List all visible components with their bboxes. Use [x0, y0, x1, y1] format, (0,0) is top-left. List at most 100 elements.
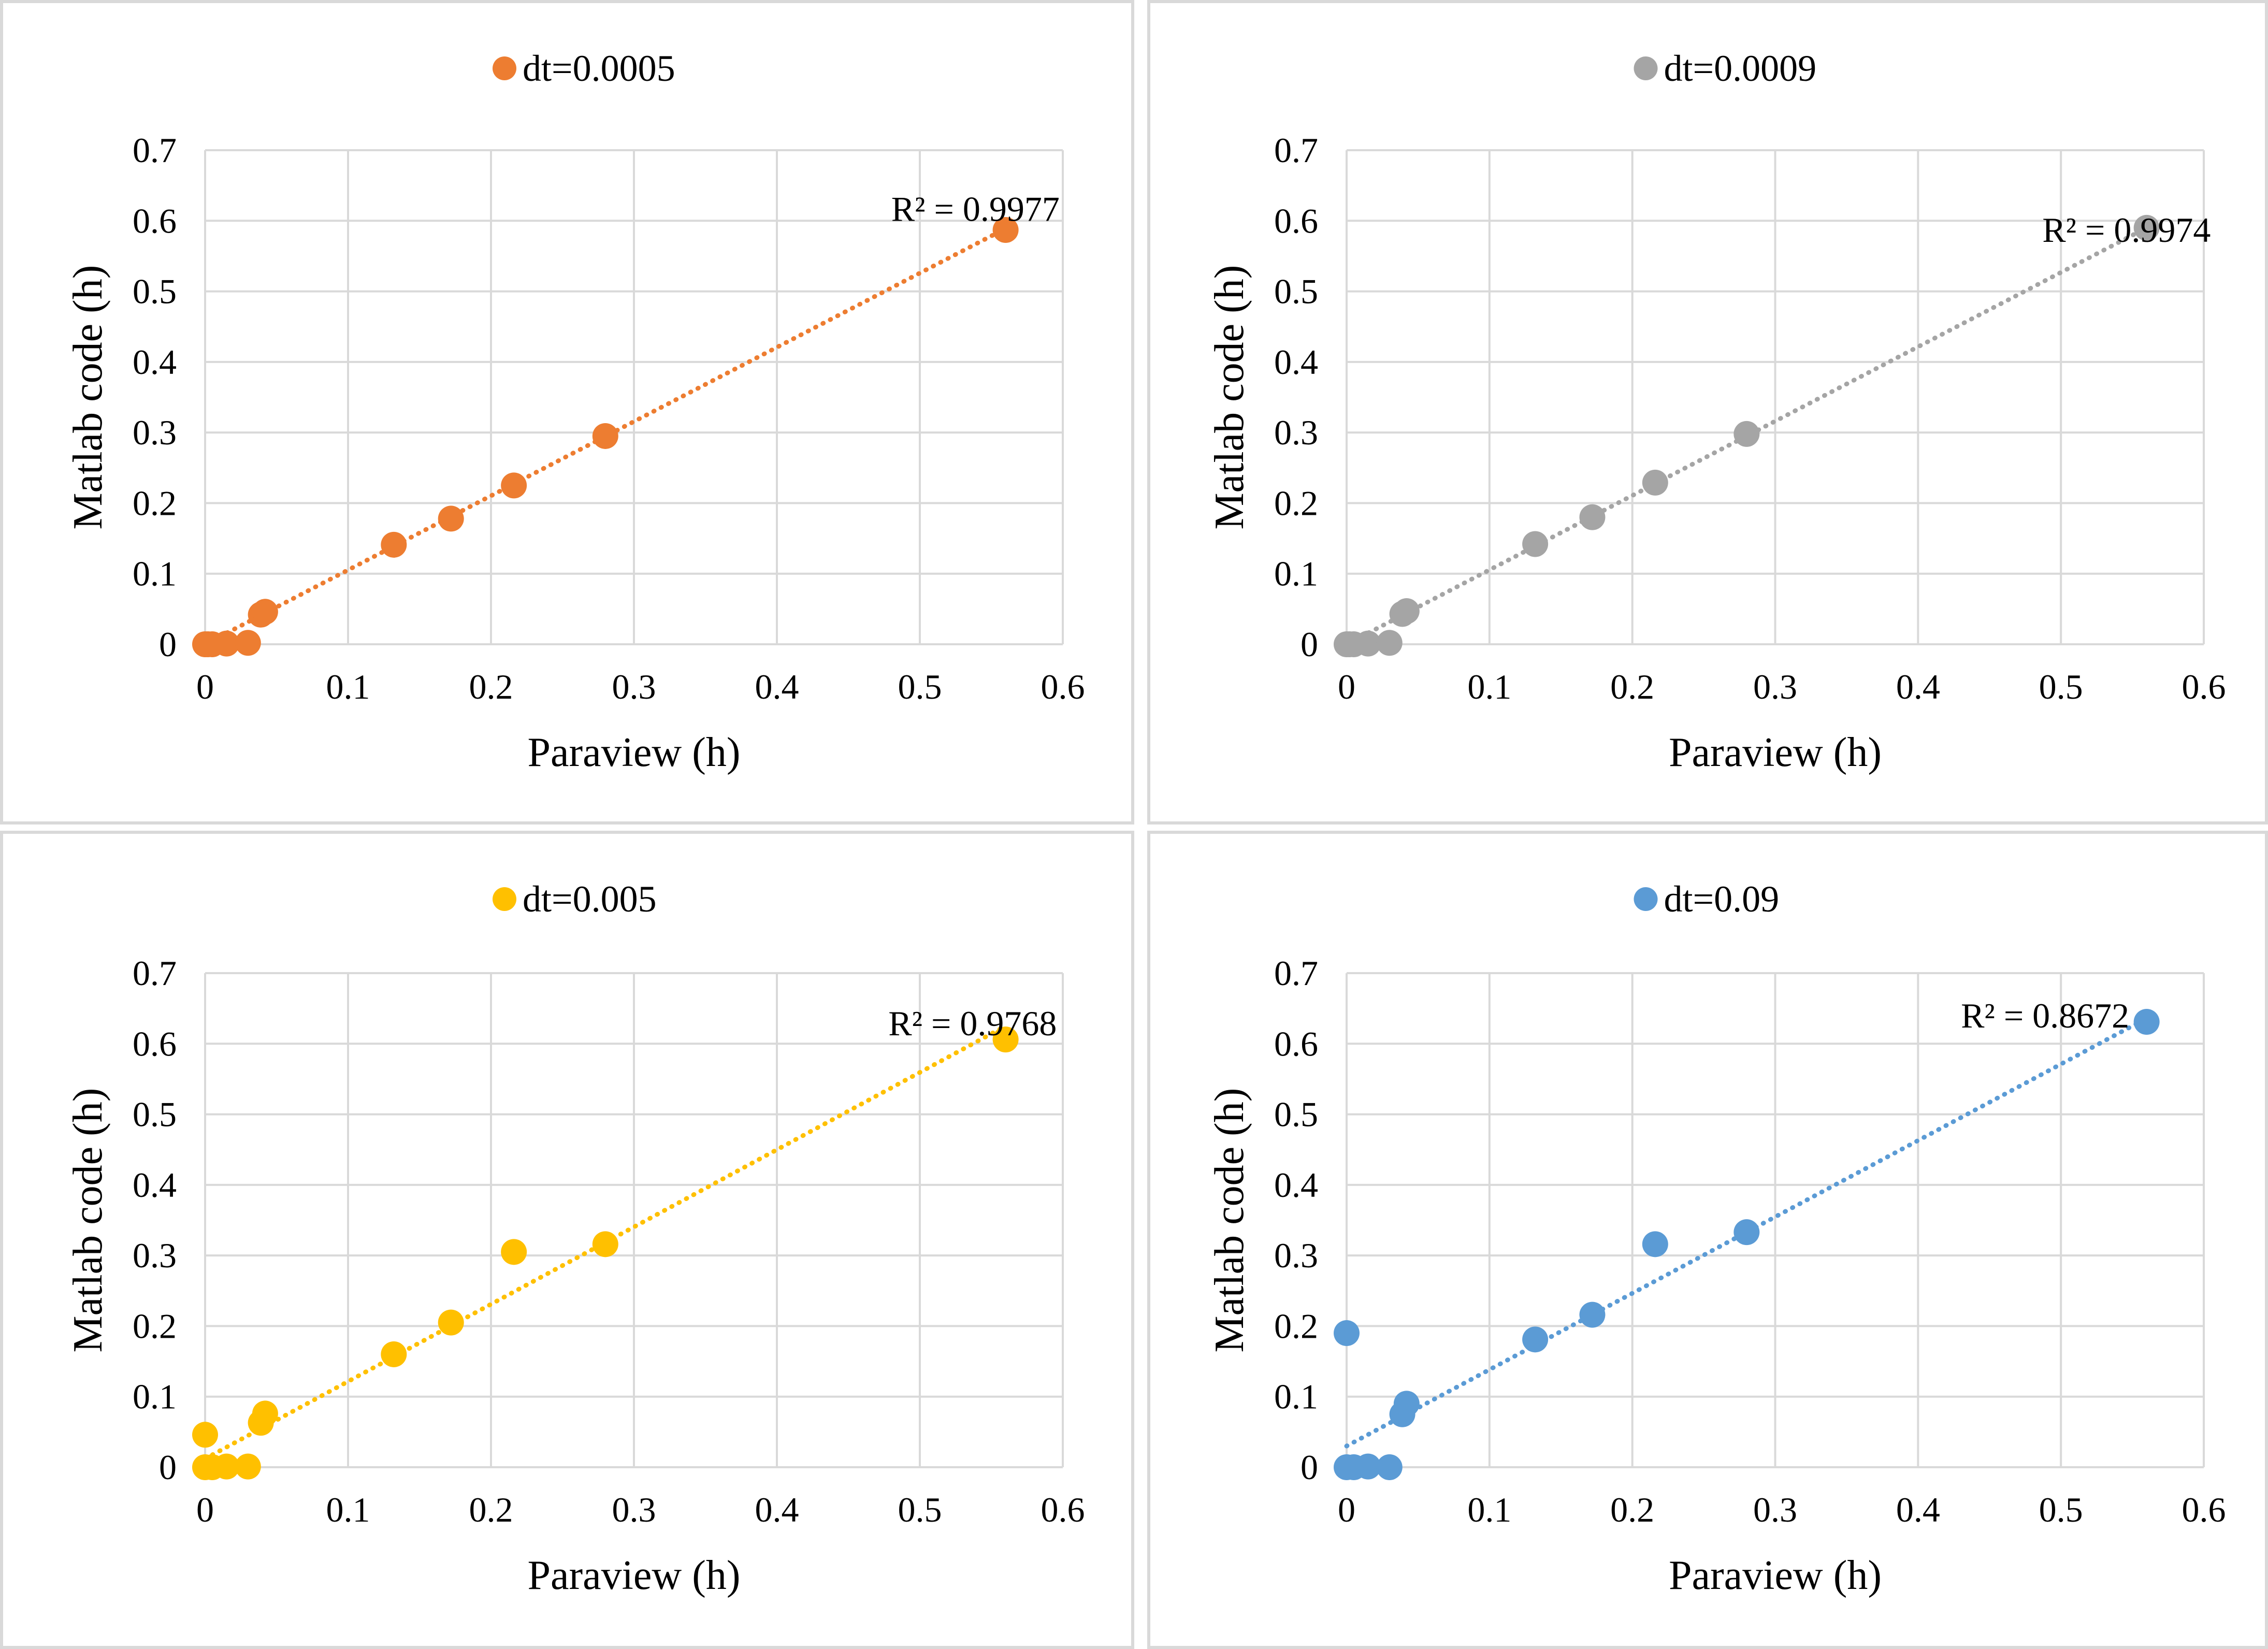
- x-tick-label: 0.5: [2039, 667, 2083, 706]
- chart-panel-4: 0 0.1 0.2 0.3 0.4 0.5 0.6 0 0.1 0.2 0.3 0.4 0.5 0.6 0.…: [1147, 831, 2268, 1649]
- x-tick-label: 0.6: [2182, 1490, 2226, 1529]
- data-point: [1642, 469, 1668, 496]
- y-tick-label: 0: [1301, 625, 1318, 664]
- x-tick-label: 0.4: [1896, 667, 1940, 706]
- legend-label: dt=0.0005: [523, 48, 675, 89]
- r-squared-label: R² = 0.9974: [2042, 210, 2211, 250]
- data-point: [1355, 1453, 1381, 1480]
- legend-marker-icon: [1634, 887, 1658, 911]
- x-tick-label: 0.6: [1041, 1490, 1085, 1529]
- y-axis-label: Matlab code (h): [1207, 1088, 1252, 1353]
- data-point: [1393, 598, 1420, 624]
- data-point: [438, 505, 464, 532]
- y-tick-label: 0: [1301, 1448, 1318, 1487]
- legend-marker-icon: [493, 887, 516, 911]
- data-point: [1522, 531, 1549, 557]
- x-tick-label: 0.2: [1610, 667, 1654, 706]
- y-tick-label: 0.5: [1274, 272, 1318, 311]
- y-tick-label: 0.5: [133, 272, 177, 311]
- y-tick-label: 0.3: [133, 1236, 177, 1275]
- y-tick-label: 0.6: [1274, 201, 1318, 240]
- data-point: [1642, 1231, 1668, 1257]
- y-tick-label: 0.4: [133, 342, 177, 382]
- y-tick-label: 0.2: [133, 483, 177, 523]
- y-tick-label: 0.2: [1274, 1306, 1318, 1346]
- y-tick-label: 0.6: [1274, 1024, 1318, 1063]
- y-tick-label: 0.3: [1274, 413, 1318, 452]
- y-tick-label: 0.3: [133, 413, 177, 452]
- legend-label: dt=0.09: [1664, 878, 1780, 920]
- data-point: [2133, 1009, 2160, 1035]
- x-tick-label: 0.3: [1753, 667, 1797, 706]
- x-axis-label: Paraview (h): [528, 1553, 741, 1598]
- x-tick-label: 0.2: [1610, 1490, 1654, 1529]
- y-tick-label: 0.1: [133, 554, 177, 594]
- x-tick-label: 0.4: [755, 667, 799, 706]
- y-tick-label: 0.7: [133, 953, 177, 993]
- data-point: [252, 1400, 278, 1427]
- y-axis-label: Matlab code (h): [65, 1088, 111, 1353]
- r-squared-label: R² = 0.8672: [1961, 996, 2129, 1035]
- trendline: [1344, 225, 2149, 647]
- y-tick-label: 0.6: [133, 1024, 177, 1063]
- trendline: [203, 226, 1008, 647]
- data-point: [992, 1026, 1019, 1053]
- data-point: [1355, 630, 1381, 657]
- x-tick-label: 0.5: [2039, 1490, 2083, 1529]
- x-tick-label: 0.3: [1753, 1490, 1797, 1529]
- data-point: [1579, 1301, 1606, 1328]
- data-point: [1376, 630, 1403, 656]
- y-tick-label: 0.5: [1274, 1095, 1318, 1134]
- x-tick-label: 0: [196, 667, 214, 706]
- y-tick-label: 0: [159, 625, 177, 664]
- data-point: [192, 1422, 218, 1448]
- y-tick-label: 0.6: [133, 201, 177, 240]
- data-point: [381, 531, 407, 558]
- y-tick-label: 0.7: [1274, 131, 1318, 170]
- data-point: [1579, 504, 1606, 530]
- panel-frame: [1147, 831, 2268, 1649]
- y-tick-label: 0.4: [1274, 342, 1318, 382]
- y-tick-label: 0.1: [133, 1377, 177, 1416]
- data-point: [1733, 1219, 1760, 1246]
- x-tick-label: 0.6: [2182, 667, 2226, 706]
- data-point: [438, 1309, 464, 1336]
- data-point: [992, 217, 1019, 243]
- data-point: [235, 1453, 261, 1480]
- y-tick-label: 0.1: [1274, 1377, 1318, 1416]
- x-tick-label: 0.5: [898, 1490, 942, 1529]
- x-tick-label: 0.6: [1041, 667, 1085, 706]
- data-point: [252, 599, 278, 625]
- legend-marker-icon: [493, 56, 516, 80]
- legend-marker-icon: [1634, 56, 1658, 80]
- x-tick-label: 0: [1338, 1490, 1355, 1529]
- y-axis-label: Matlab code (h): [1207, 265, 1252, 530]
- x-axis-label: Paraview (h): [528, 730, 741, 775]
- x-tick-label: 0.2: [469, 667, 513, 706]
- x-tick-label: 0.1: [326, 1490, 370, 1529]
- data-point: [1334, 1320, 1360, 1347]
- data-point: [501, 1239, 527, 1265]
- chart-panel-1: 0 0.1 0.2 0.3 0.4 0.5 0.6 0 0.1 0.2 0.3 0.4 0.5 0.6 0.…: [0, 0, 1134, 824]
- y-tick-label: 0.1: [1274, 554, 1318, 594]
- y-tick-label: 0.7: [1274, 953, 1318, 993]
- x-tick-label: 0: [196, 1490, 214, 1529]
- x-axis-label: Paraview (h): [1669, 730, 1882, 775]
- x-tick-label: 0.1: [1467, 667, 1511, 706]
- r-squared-label: R² = 0.9768: [888, 1004, 1057, 1043]
- x-tick-label: 0.2: [469, 1490, 513, 1529]
- x-tick-label: 0.4: [1896, 1490, 1940, 1529]
- chart-panel-3: 0 0.1 0.2 0.3 0.4 0.5 0.6 0 0.1 0.2 0.3 0.4 0.5 0.6 0.…: [0, 831, 1134, 1649]
- legend-label: dt=0.0009: [1664, 48, 1817, 89]
- data-point: [592, 1231, 618, 1257]
- data-point: [381, 1341, 407, 1367]
- r-squared-label: R² = 0.9977: [891, 189, 1060, 228]
- y-tick-label: 0: [159, 1448, 177, 1487]
- x-tick-label: 0: [1338, 667, 1355, 706]
- y-tick-label: 0.3: [1274, 1236, 1318, 1275]
- data-point: [592, 423, 618, 449]
- data-point: [501, 472, 527, 499]
- y-tick-label: 0.2: [1274, 483, 1318, 523]
